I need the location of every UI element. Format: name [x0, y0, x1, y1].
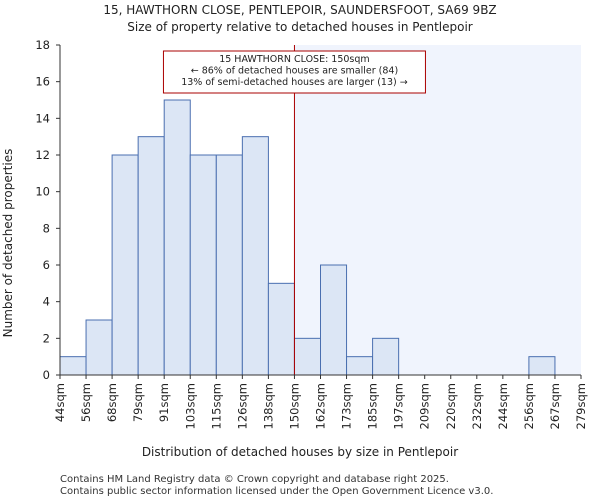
x-tick-label: 44sqm: [53, 383, 67, 422]
x-tick-label: 220sqm: [444, 383, 458, 429]
bar-126sqm: [241, 136, 269, 376]
x-tick-label: 79sqm: [131, 383, 145, 422]
bar-79sqm: [137, 136, 165, 376]
footer-line-1: Contains HM Land Registry data © Crown c…: [60, 474, 449, 485]
bar-44sqm: [59, 356, 87, 376]
x-tick-label: 56sqm: [79, 383, 93, 422]
bar-162sqm: [320, 264, 348, 376]
annotation-box: 15 HAWTHORN CLOSE: 150sqm ← 86% of detac…: [162, 50, 426, 94]
y-tick-label: 16: [35, 75, 50, 89]
footer-line-2: Contains public sector information licen…: [60, 486, 493, 497]
x-tick-label: 138sqm: [261, 383, 275, 429]
bar-138sqm: [267, 282, 295, 376]
y-tick-label: 8: [43, 221, 50, 235]
bar-185sqm: [372, 337, 400, 376]
y-tick-label: 0: [43, 368, 50, 382]
chart-subtitle: Size of property relative to detached ho…: [127, 20, 473, 34]
x-axis-label: Distribution of detached houses by size …: [142, 445, 458, 459]
y-tick-label: 12: [35, 148, 50, 162]
x-tick-label: 197sqm: [392, 383, 406, 429]
x-tick-label: 232sqm: [470, 383, 484, 429]
x-tick-label: 244sqm: [496, 383, 510, 429]
chart-title: 15, HAWTHORN CLOSE, PENTLEPOIR, SAUNDERS…: [103, 3, 496, 17]
x-tick-label: 115sqm: [209, 383, 223, 429]
y-tick-label: 10: [35, 185, 50, 199]
annotation-line-1: 15 HAWTHORN CLOSE: 150sqm: [219, 54, 369, 65]
y-tick-label: 14: [35, 111, 50, 125]
bar-91sqm: [163, 99, 191, 376]
y-tick-label: 4: [43, 295, 50, 309]
x-tick-label: 103sqm: [183, 383, 197, 429]
y-tick-label: 2: [43, 331, 50, 345]
annotation-line-3: 13% of semi-detached houses are larger (…: [181, 77, 408, 88]
bar-115sqm: [215, 154, 243, 376]
x-axis-ticks: 44sqm 56sqm 68sqm 79sqm 91sqm 103sqm 115sqm 126…: [53, 375, 588, 429]
bar-256sqm: [528, 356, 556, 376]
x-tick-label: 150sqm: [287, 383, 301, 429]
x-tick-label: 91sqm: [157, 383, 171, 422]
bar-68sqm: [111, 154, 139, 376]
y-tick-label: 6: [43, 258, 50, 272]
x-tick-label: 256sqm: [522, 383, 536, 429]
bar-173sqm: [346, 356, 374, 376]
x-tick-label: 185sqm: [366, 383, 380, 429]
x-tick-label: 68sqm: [105, 383, 119, 422]
x-tick-label: 279sqm: [574, 383, 588, 429]
bar-150sqm: [293, 337, 322, 376]
x-tick-label: 209sqm: [418, 383, 432, 429]
bars-group: [59, 99, 556, 376]
x-tick-label: 173sqm: [340, 383, 354, 429]
y-axis-ticks: 0 2 4 6 8 10 12 14 16 18: [35, 38, 60, 382]
y-tick-label: 18: [35, 38, 50, 52]
bar-56sqm: [85, 319, 113, 376]
x-tick-label: 126sqm: [235, 383, 249, 429]
annotation-line-2: ← 86% of detached houses are smaller (84…: [191, 66, 398, 77]
bar-103sqm: [189, 154, 217, 376]
y-axis-label: Number of detached properties: [1, 149, 15, 338]
annotation-border: [162, 50, 426, 94]
x-tick-label: 267sqm: [548, 383, 562, 429]
x-tick-label: 162sqm: [314, 383, 328, 429]
